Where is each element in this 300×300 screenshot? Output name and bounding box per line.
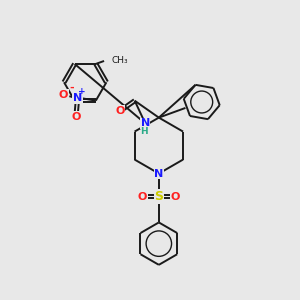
Text: O: O: [116, 106, 125, 116]
Text: O: O: [170, 191, 180, 202]
Text: +: +: [78, 87, 86, 96]
Text: CH₃: CH₃: [111, 56, 128, 65]
Text: O: O: [71, 112, 81, 122]
Text: O: O: [138, 191, 147, 202]
Text: N: N: [154, 169, 164, 178]
Text: N: N: [141, 118, 150, 128]
Text: S: S: [154, 190, 163, 203]
Text: -: -: [69, 82, 74, 92]
Text: H: H: [140, 127, 147, 136]
Text: O: O: [59, 90, 68, 100]
Text: N: N: [73, 93, 82, 103]
